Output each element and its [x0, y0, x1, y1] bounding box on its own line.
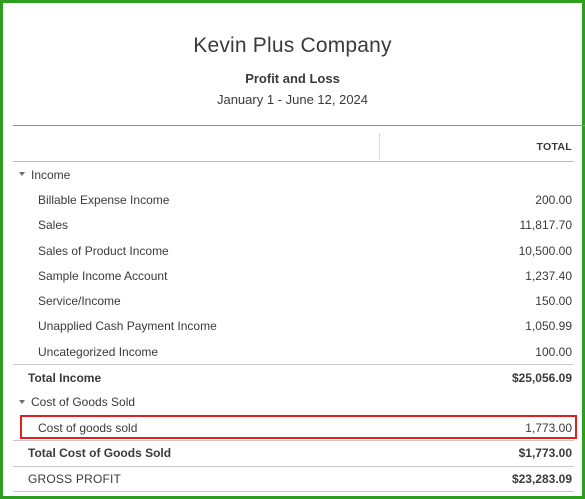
- report-date-range: January 1 - June 12, 2024: [216, 92, 369, 107]
- account-label: Unapplied Cash Payment Income: [38, 319, 217, 334]
- total-cogs-amount[interactable]: $1,773.00: [518, 446, 572, 461]
- cogs-section-label: Cost of Goods Sold: [31, 395, 136, 410]
- caret-down-icon[interactable]: [19, 172, 25, 177]
- account-label: Cost of goods sold: [38, 420, 138, 435]
- column-header-total[interactable]: TOTAL: [536, 141, 572, 153]
- account-label: Sample Income Account: [38, 268, 168, 283]
- account-row-cost-of-goods-sold[interactable]: Cost of goods sold 1,773.00: [13, 415, 574, 440]
- account-label: Uncategorized Income: [38, 344, 159, 359]
- report-header: Kevin Plus Company Profit and Loss Janua…: [3, 34, 582, 107]
- account-label: Sales of Product Income: [38, 243, 169, 258]
- account-amount[interactable]: 10,500.00: [518, 243, 572, 258]
- account-amount[interactable]: 100.00: [535, 344, 572, 359]
- account-row[interactable]: Unapplied Cash Payment Income 1,050.99: [13, 314, 574, 339]
- account-label: Service/Income: [38, 294, 121, 309]
- section-row-income[interactable]: Income: [13, 162, 574, 187]
- caret-down-icon[interactable]: [19, 400, 25, 405]
- account-row[interactable]: Billable Expense Income 200.00: [13, 187, 574, 212]
- company-name: Kevin Plus Company: [193, 34, 392, 57]
- total-income-label: Total Income: [28, 370, 102, 385]
- account-amount[interactable]: 1,773.00: [525, 420, 572, 435]
- section-label: Cost of Goods Sold: [19, 395, 135, 409]
- gross-profit-amount[interactable]: $23,283.09: [511, 471, 572, 486]
- bottom-divider: [13, 490, 574, 492]
- income-section-label: Income: [31, 167, 71, 182]
- gross-profit-label: GROSS PROFIT: [28, 471, 122, 486]
- total-income-row[interactable]: Total Income $25,056.09: [13, 364, 574, 389]
- report-title: Profit and Loss: [245, 71, 340, 86]
- account-row[interactable]: Sample Income Account 1,237.40: [13, 263, 574, 288]
- total-cogs-row[interactable]: Total Cost of Goods Sold $1,773.00: [13, 440, 574, 465]
- account-amount[interactable]: 1,050.99: [525, 319, 572, 334]
- account-label: Billable Expense Income: [38, 192, 170, 207]
- account-row[interactable]: Sales 11,817.70: [13, 213, 574, 238]
- account-amount[interactable]: 11,817.70: [519, 218, 573, 233]
- column-header-row: TOTAL: [13, 126, 574, 162]
- total-cogs-label: Total Cost of Goods Sold: [28, 446, 172, 461]
- gross-profit-row[interactable]: GROSS PROFIT $23,283.09: [13, 465, 574, 491]
- account-row[interactable]: Uncategorized Income 100.00: [13, 339, 574, 364]
- account-row[interactable]: Sales of Product Income 10,500.00: [13, 238, 574, 263]
- account-amount[interactable]: 1,237.40: [525, 268, 572, 283]
- account-row[interactable]: Service/Income 150.00: [13, 288, 574, 313]
- top-divider: [13, 125, 585, 126]
- account-amount[interactable]: 200.00: [535, 192, 572, 207]
- section-row-cogs[interactable]: Cost of Goods Sold: [13, 390, 574, 415]
- account-amount[interactable]: 150.00: [535, 294, 572, 309]
- total-income-amount[interactable]: $25,056.09: [511, 370, 572, 385]
- account-label: Sales: [38, 218, 69, 233]
- column-divider: [379, 134, 380, 160]
- section-label: Income: [19, 168, 70, 182]
- report-table: TOTAL Income Billable Expense Income 200…: [13, 125, 585, 492]
